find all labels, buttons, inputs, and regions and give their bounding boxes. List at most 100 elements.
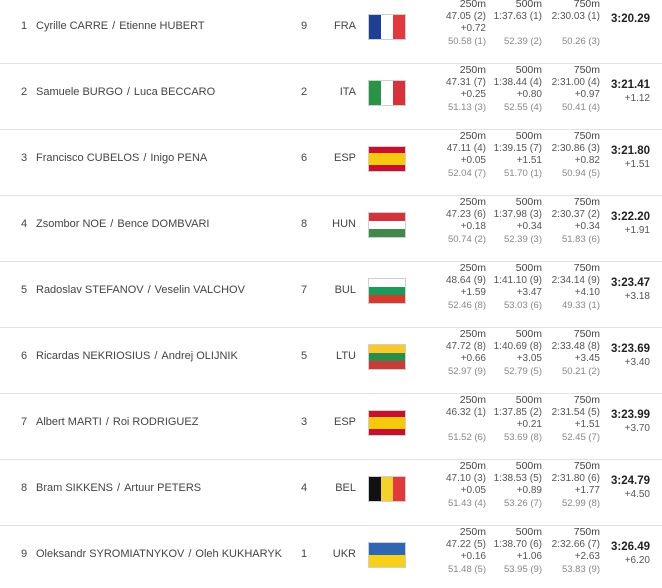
final-result: 3:23.47 +3.18 (596, 276, 650, 303)
split-distance: 500m (515, 130, 542, 142)
split-distance: 500m (515, 0, 542, 10)
split-time: 2:31.80 (6) (551, 472, 600, 484)
crew-names: Cyrille CARRE / Etienne HUBERT (36, 0, 205, 54)
split-distance: 750m (573, 262, 600, 274)
split-distance: 500m (515, 460, 542, 472)
segment-time: 52.79 (5) (503, 366, 542, 378)
split-time: 2:31.00 (4) (551, 76, 600, 88)
crew-names: Zsombor NOE / Bence DOMBVARI (36, 196, 209, 252)
lane-number: 3 (300, 416, 308, 428)
lithuania-flag-icon (368, 344, 406, 370)
segment-time: 51.13 (3) (447, 102, 486, 114)
split-750m: 750m 2:31.00 (4) +0.97 50.41 (4) (542, 64, 600, 115)
name-separator: / (117, 482, 121, 494)
split-time: 1:38.53 (5) (493, 472, 542, 484)
split-gap: +1.77 (574, 485, 600, 497)
crew-names: Ricardas NEKRIOSIUS / Andrej OLIJNIK (36, 328, 238, 384)
segment-time: 52.46 (8) (447, 300, 486, 312)
split-time: 1:37.85 (2) (493, 406, 542, 418)
name-separator: / (112, 20, 116, 32)
split-time: 2:32.66 (7) (551, 538, 600, 550)
split-500m: 500m 1:37.85 (2) +0.21 53.69 (8) (484, 394, 542, 445)
split-gap: +1.51 (516, 155, 542, 167)
rank: 2 (20, 86, 28, 98)
final-result: 3:22.20 +1.91 (596, 210, 650, 237)
name-separator: / (126, 86, 130, 98)
segment-time: 52.99 (8) (561, 498, 600, 510)
split-time: 2:30.37 (2) (551, 208, 600, 220)
result-row: 7 Albert MARTI / Roi RODRIGUEZ 3 ESP 250m 46.32… (0, 394, 662, 460)
split-gap: +0.34 (516, 221, 542, 233)
split-distance: 250m (459, 130, 486, 142)
split-gap: +0.25 (460, 89, 486, 101)
split-distance: 250m (459, 394, 486, 406)
split-distance: 250m (459, 460, 486, 472)
athlete-name: Oleksandr SYROMIATNYKOV (36, 548, 185, 560)
split-distance: 750m (573, 460, 600, 472)
split-time: 2:30.03 (1) (551, 10, 600, 22)
athlete-name: Roi RODRIGUEZ (112, 416, 199, 428)
split-time: 46.32 (1) (445, 406, 486, 418)
athlete-name: Zsombor NOE (36, 218, 107, 230)
split-distance: 500m (515, 196, 542, 208)
athlete-name: Veselin VALCHOV (154, 284, 245, 296)
nation-code: ESP (333, 416, 356, 428)
lane-number: 1 (300, 548, 308, 560)
athlete-name: Oleh KUKHARYK (195, 548, 283, 560)
split-time: 47.23 (6) (445, 208, 486, 220)
rank: 9 (20, 548, 28, 560)
final-gap: +3.40 (624, 357, 650, 368)
final-time: 3:21.80 (610, 145, 650, 157)
final-gap: +6.20 (624, 555, 650, 566)
split-time: 48.64 (9) (445, 274, 486, 286)
segment-time: 52.04 (7) (447, 168, 486, 180)
final-time: 3:20.29 (610, 13, 650, 25)
split-distance: 250m (459, 196, 486, 208)
athlete-name: Cyrille CARRE (36, 20, 109, 32)
split-gap: +0.72 (460, 23, 486, 35)
split-time: 47.05 (2) (445, 10, 486, 22)
split-gap: +3.47 (516, 287, 542, 299)
nation-code: LTU (336, 350, 356, 362)
nation-code: UKR (332, 548, 356, 560)
split-time: 1:37.98 (3) (493, 208, 542, 220)
segment-time: 53.83 (9) (561, 564, 600, 576)
split-distance: 750m (573, 0, 600, 10)
split-500m: 500m 1:37.98 (3) +0.34 52.39 (3) (484, 196, 542, 247)
ukraine-flag-icon (368, 542, 406, 568)
split-time: 2:34.14 (9) (551, 274, 600, 286)
split-time: 1:40.69 (8) (493, 340, 542, 352)
split-250m: 250m 47.11 (4) +0.05 52.04 (7) (428, 130, 486, 181)
segment-time: 50.41 (4) (561, 102, 600, 114)
final-gap: +1.91 (624, 225, 650, 236)
segment-time: 53.95 (9) (503, 564, 542, 576)
rank: 7 (20, 416, 28, 428)
name-separator: / (154, 350, 158, 362)
final-time: 3:23.99 (610, 409, 650, 421)
segment-time: 51.48 (5) (447, 564, 486, 576)
result-row: 1 Cyrille CARRE / Etienne HUBERT 9 FRA 250m 47.… (0, 0, 662, 64)
split-500m: 500m 1:38.70 (6) +1.06 53.95 (9) (484, 526, 542, 577)
split-gap (542, 23, 600, 36)
split-distance: 250m (459, 262, 486, 274)
athlete-name: Bence DOMBVARI (117, 218, 210, 230)
lane-number: 6 (300, 152, 308, 164)
result-row: 3 Francisco CUBELOS / Inigo PENA 6 ESP 250m 47.… (0, 130, 662, 196)
split-250m: 250m 48.64 (9) +1.59 52.46 (8) (428, 262, 486, 313)
rank: 8 (20, 482, 28, 494)
segment-time: 52.55 (4) (503, 102, 542, 114)
final-time: 3:24.79 (610, 475, 650, 487)
split-gap: +1.59 (460, 287, 486, 299)
split-time: 2:30.86 (3) (551, 142, 600, 154)
crew-names: Radoslav STEFANOV / Veselin VALCHOV (36, 262, 245, 318)
split-distance: 500m (515, 64, 542, 76)
final-time: 3:26.49 (610, 541, 650, 553)
athlete-name: Etienne HUBERT (119, 20, 205, 32)
split-250m: 250m 46.32 (1) 51.52 (6) (428, 394, 486, 445)
final-result: 3:24.79 +4.50 (596, 474, 650, 501)
france-flag-icon (368, 14, 406, 40)
name-separator: / (110, 218, 114, 230)
result-row: 6 Ricardas NEKRIOSIUS / Andrej OLIJNIK 5 LTU 2… (0, 328, 662, 394)
nation-code: HUN (332, 218, 356, 230)
